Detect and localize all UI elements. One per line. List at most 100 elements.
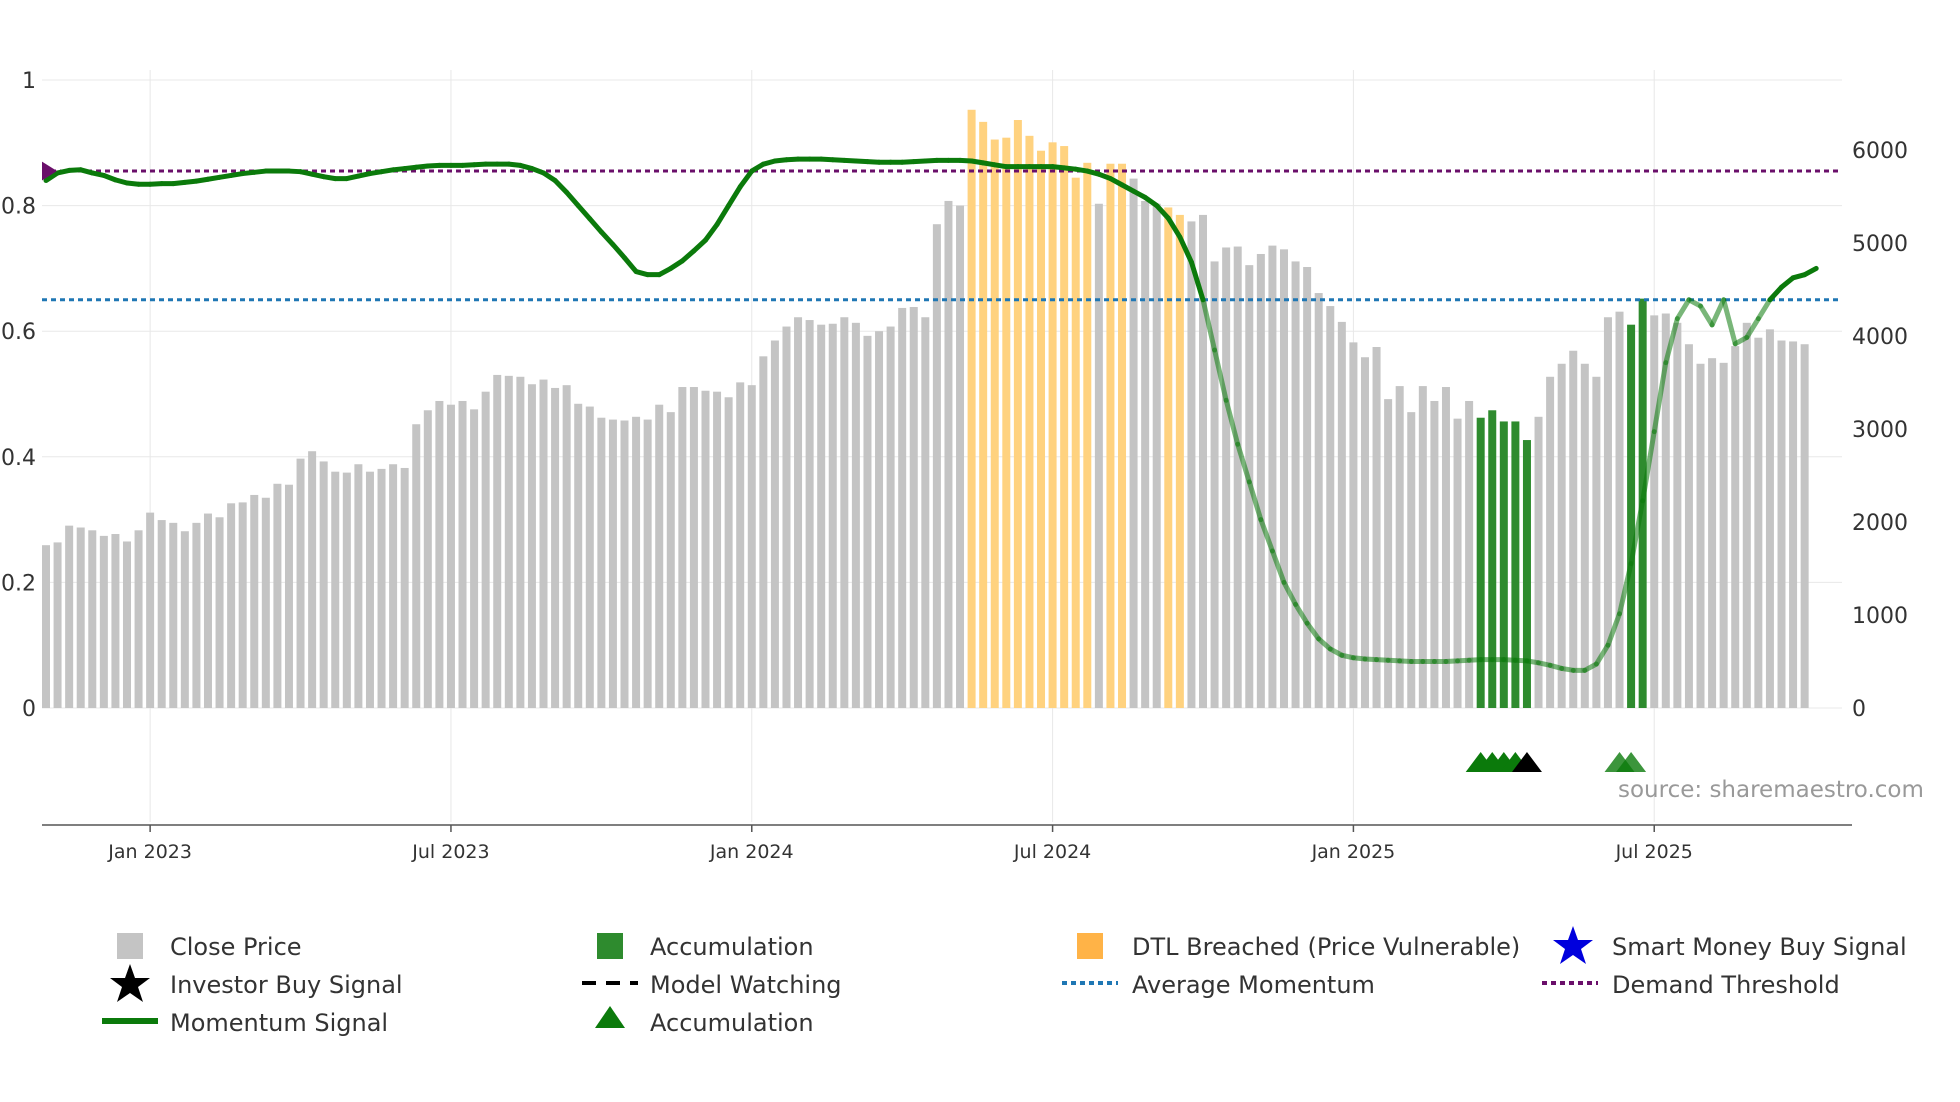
price-bar <box>1453 418 1462 708</box>
price-bar <box>689 387 698 708</box>
price-bar <box>643 419 652 708</box>
price-bar <box>956 205 965 708</box>
price-bar <box>1441 387 1450 708</box>
price-bar <box>782 326 791 708</box>
price-bar <box>666 412 675 708</box>
price-bar <box>169 522 178 708</box>
legend-label-dtl-breached: DTL Breached (Price Vulnerable) <box>1132 933 1520 961</box>
legend-item-dtl-breached: DTL Breached (Price Vulnerable) <box>1077 933 1520 961</box>
dtl-breached-bar <box>1002 137 1011 708</box>
price-bar <box>1430 400 1439 708</box>
price-bar <box>1534 416 1543 708</box>
dtl-breached-bar <box>1048 142 1057 708</box>
accumulation-bar <box>1499 421 1508 708</box>
momentum-signal-segment <box>1721 297 1738 347</box>
momentum-signal-segment <box>1281 579 1299 607</box>
price-bar <box>146 512 155 708</box>
price-bar <box>203 513 212 708</box>
price-bar <box>1465 400 1474 708</box>
price-bar <box>1152 203 1161 708</box>
price-bar <box>134 530 143 708</box>
price-bar <box>1303 267 1312 708</box>
legend-item-accumulation-marker: Accumulation <box>595 1006 814 1037</box>
price-bar <box>435 400 444 708</box>
price-bar <box>192 522 201 708</box>
price-bar <box>389 464 398 708</box>
legend-item-average-momentum: Average Momentum <box>1062 971 1375 999</box>
price-bar <box>770 340 779 708</box>
price-bar <box>1372 347 1381 708</box>
momentum-signal-segment <box>1212 347 1229 403</box>
right-tick-label: 6000 <box>1852 139 1908 164</box>
price-bar <box>539 379 548 708</box>
momentum-signal-segment <box>726 184 743 209</box>
momentum-signal-segment <box>1674 297 1692 322</box>
right-tick-label: 5000 <box>1852 232 1908 257</box>
price-bar <box>1199 214 1207 709</box>
momentum-signal-segment <box>1640 429 1657 504</box>
reference-lines <box>42 169 1842 302</box>
dtl-breached-bar <box>979 121 988 708</box>
price-bar <box>42 545 50 708</box>
momentum-signal-segment <box>714 203 732 227</box>
momentum-signal-segment <box>1177 234 1194 265</box>
price-bar <box>1684 344 1693 708</box>
legend: Close Price Accumulation DTL Breached (P… <box>102 926 1907 1037</box>
momentum-signal-segment <box>622 255 639 275</box>
price-bar <box>794 317 803 708</box>
accumulation-bar <box>1627 324 1636 708</box>
price-bar <box>215 517 224 708</box>
momentum-signal-segment <box>1802 265 1819 278</box>
watermark: source: sharemaestro.com <box>1618 777 1924 803</box>
momentum-signal-segment <box>1223 397 1241 447</box>
price-bar <box>1580 363 1589 708</box>
price-bar <box>875 331 884 708</box>
legend-label-investor-buy: Investor Buy Signal <box>170 971 403 999</box>
price-bar <box>898 307 907 708</box>
price-bar <box>458 400 467 708</box>
price-bar <box>909 307 918 708</box>
price-bar <box>481 391 490 708</box>
price-bar <box>53 542 62 708</box>
price-bar <box>516 376 525 708</box>
price-bar <box>921 317 930 708</box>
price-bar <box>65 525 74 708</box>
price-bar <box>1337 321 1346 708</box>
dtl-breached-bar <box>1013 120 1022 709</box>
price-bar <box>886 326 895 708</box>
price-bar <box>1754 337 1763 708</box>
price-bar <box>354 464 363 708</box>
price-bar <box>1314 293 1323 708</box>
price-bar <box>1291 261 1300 708</box>
price-bar <box>273 483 282 708</box>
price-bar <box>122 541 131 708</box>
x-tick-label: Jan 2023 <box>107 841 192 863</box>
price-bar <box>1094 203 1103 708</box>
legend-item-investor-buy: Investor Buy Signal <box>110 964 403 1002</box>
price-bar <box>574 403 583 708</box>
price-bar <box>1569 350 1578 708</box>
gridlines <box>42 70 1842 822</box>
price-bar <box>1673 322 1682 708</box>
price-bar <box>1719 362 1728 708</box>
legend-label-average-momentum: Average Momentum <box>1132 971 1375 999</box>
price-bar <box>88 530 97 708</box>
legend-swatch-close-price <box>117 933 143 959</box>
price-bar <box>180 531 189 708</box>
price-bar <box>551 387 560 708</box>
momentum-signal-segment <box>1617 561 1634 617</box>
x-tick-label: Jul 2024 <box>1013 841 1091 863</box>
price-bar <box>1661 313 1670 708</box>
price-bar <box>1279 249 1288 709</box>
price-bar <box>493 374 502 708</box>
price-bar <box>1210 261 1219 708</box>
momentum-signal-segment <box>702 221 720 243</box>
momentum-signal-segment <box>1628 498 1646 567</box>
axes: 0 0.2 0.4 0.6 0.8 1 0 1000 2000 3000 4000 5000 6000 J… <box>1 69 1908 863</box>
price-bar <box>504 375 513 708</box>
price-bar <box>562 385 571 708</box>
legend-label-demand-threshold: Demand Threshold <box>1612 971 1840 999</box>
price-bar <box>863 335 872 708</box>
price-bar <box>227 503 236 708</box>
